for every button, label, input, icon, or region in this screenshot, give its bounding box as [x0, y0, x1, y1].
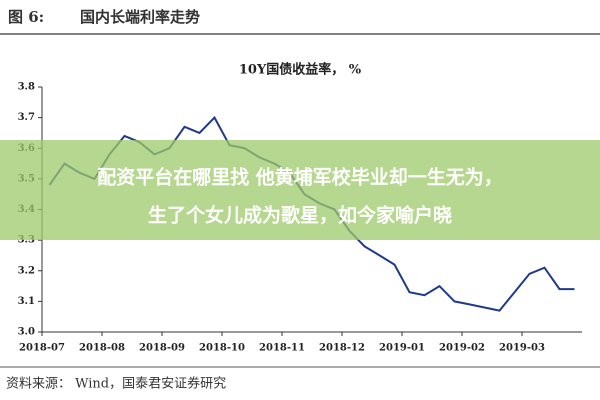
y-tick-label: 3.0: [18, 327, 35, 338]
x-tick-label: 2018-10: [199, 343, 245, 354]
figure-title: 国内长端利率走势: [80, 8, 200, 26]
x-tick-label: 2018-09: [139, 343, 185, 354]
x-tick-label: 2018-12: [319, 343, 365, 354]
x-tick-label: 2019-02: [439, 343, 485, 354]
overlay-line: 生了个女儿成为歌星，如今家喻户晓: [148, 204, 452, 227]
x-tick-label: 2018-07: [19, 343, 65, 354]
source: 资料来源： Wind，国泰君安证券研究: [6, 376, 226, 392]
chart-title: 10Y国债收益率， %: [239, 62, 362, 78]
overlay-banner: [0, 140, 600, 240]
x-tick-label: 2019-03: [499, 343, 545, 354]
y-tick-label: 3.2: [18, 265, 35, 276]
x-tick-label: 2019-01: [379, 343, 425, 354]
y-tick-label: 3.1: [18, 296, 35, 307]
x-tick-label: 2018-11: [259, 343, 305, 354]
y-tick-label: 3.8: [18, 82, 35, 93]
overlay-line: 配资平台在哪里找 他黄埔军校毕业却一生无为，: [97, 166, 503, 189]
y-tick-label: 3.7: [18, 112, 35, 123]
x-tick-label: 2018-08: [79, 343, 125, 354]
y-tick-label: 3.3: [18, 235, 35, 246]
figure-number: 图 6:: [8, 8, 44, 26]
